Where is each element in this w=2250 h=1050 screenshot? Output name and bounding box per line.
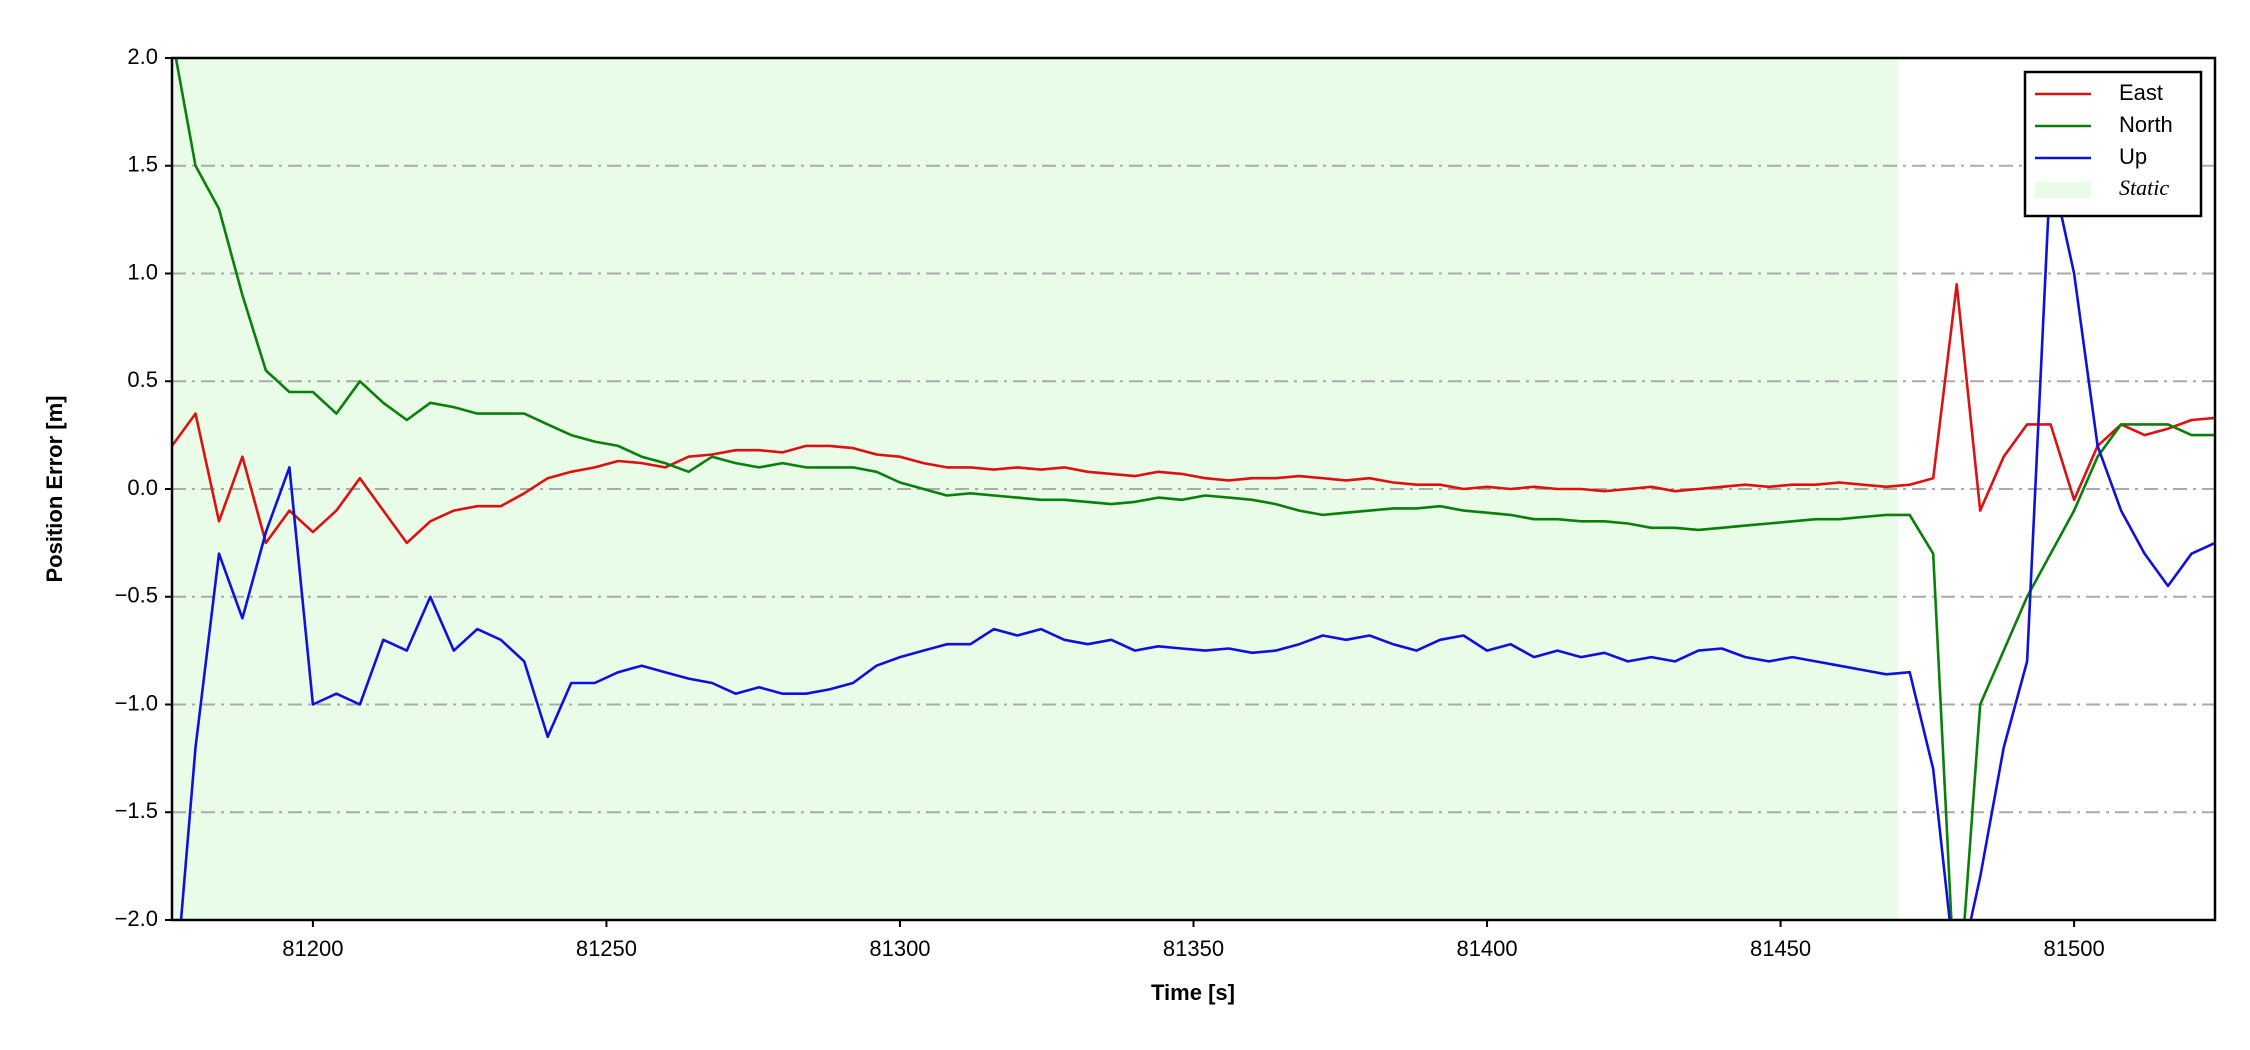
legend-label: East bbox=[2119, 80, 2163, 105]
x-tick-label: 81300 bbox=[869, 936, 930, 961]
series-line bbox=[174, 58, 2215, 920]
legend: East North Up Static bbox=[2023, 70, 2203, 218]
y-tick-label: −1.5 bbox=[115, 798, 158, 823]
legend-label: Up bbox=[2119, 144, 2147, 169]
y-tick-label: 0.0 bbox=[127, 475, 158, 500]
y-tick-label: −0.5 bbox=[115, 583, 158, 608]
x-tick-label: 81400 bbox=[1456, 936, 1517, 961]
legend-label: North bbox=[2119, 112, 2173, 137]
y-tick-label: 1.5 bbox=[127, 152, 158, 177]
x-tick-label: 81200 bbox=[282, 936, 343, 961]
y-tick-label: −1.0 bbox=[115, 690, 158, 715]
x-axis-label: Time [s] bbox=[1151, 980, 1235, 1005]
x-tick-label: 81250 bbox=[576, 936, 637, 961]
x-tick-label: 81450 bbox=[1750, 936, 1811, 961]
x-tick-label: 81500 bbox=[2044, 936, 2105, 961]
y-tick-label: 2.0 bbox=[127, 44, 158, 69]
y-axis-label: Position Error [m] bbox=[42, 395, 67, 582]
lines bbox=[172, 58, 2215, 920]
y-tick-label: −2.0 bbox=[115, 906, 158, 931]
grid bbox=[172, 164, 2215, 814]
axes: −2.0 −1.5 −1.0 −0.5 0.0 0.5 1.0 1.5 2.0 81200 8125… bbox=[115, 44, 2105, 961]
series-line bbox=[179, 164, 2215, 920]
series-line bbox=[172, 283, 2215, 545]
legend-swatch bbox=[2035, 182, 2091, 198]
y-tick-label: 1.0 bbox=[127, 259, 158, 284]
y-tick-label: 0.5 bbox=[127, 367, 158, 392]
legend-label: Static bbox=[2119, 175, 2169, 200]
x-tick-label: 81350 bbox=[1163, 936, 1224, 961]
